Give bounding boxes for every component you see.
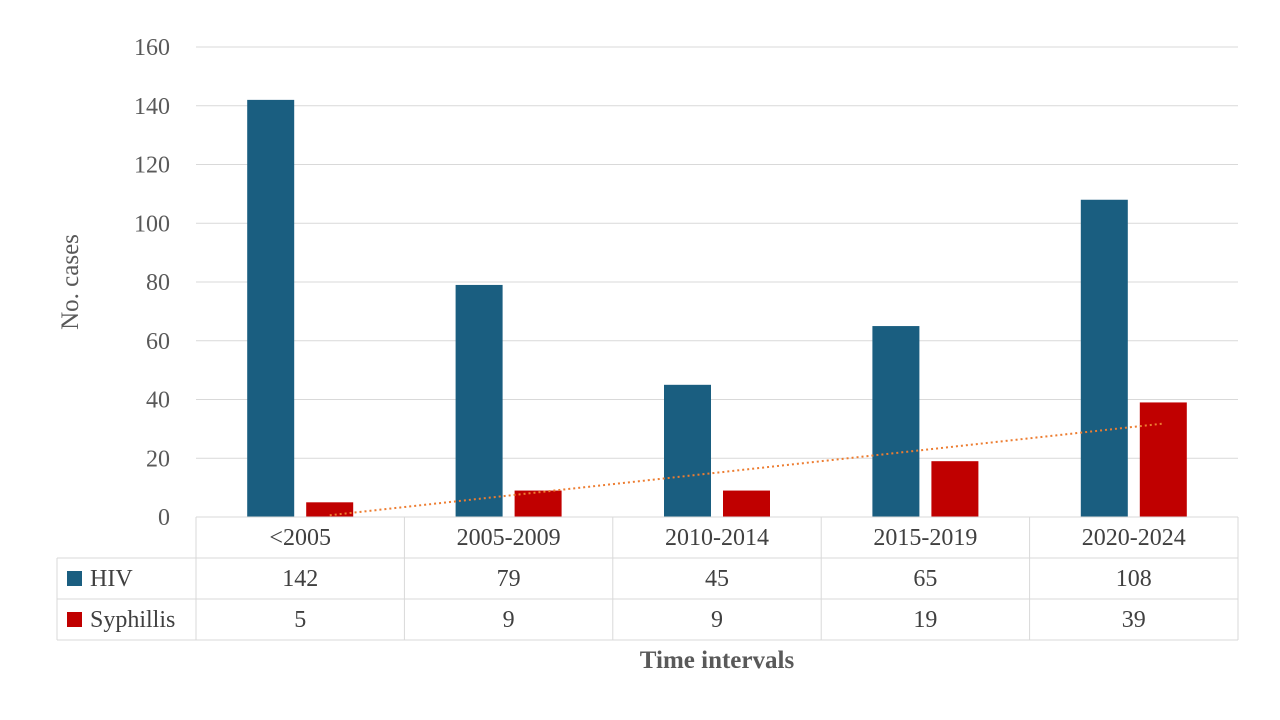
- data-label: 39: [1122, 607, 1146, 633]
- y-axis-title: No. cases: [57, 234, 84, 330]
- y-tick-label: 20: [146, 446, 170, 472]
- bar-hiv-4: [1080, 199, 1128, 517]
- data-label: 142: [282, 566, 318, 592]
- bar-syphillis-2: [723, 490, 770, 517]
- bar-hiv-1: [455, 284, 503, 517]
- legend-swatch-hiv: [67, 571, 82, 586]
- y-tick-label: 0: [158, 505, 170, 531]
- bar-hiv-2: [664, 384, 711, 517]
- x-tick-label: 2010-2014: [665, 525, 769, 551]
- y-tick-label: 140: [134, 94, 170, 120]
- y-tick-label: 160: [134, 35, 170, 61]
- x-tick-label: 2005-2009: [457, 525, 561, 551]
- y-tick-label: 40: [146, 388, 170, 414]
- gridlines: [196, 46, 1238, 518]
- data-label: 45: [705, 566, 729, 592]
- y-tick-label: 120: [134, 153, 170, 179]
- bar-syphillis-1: [514, 490, 562, 517]
- x-tick-label: 2020-2024: [1082, 525, 1186, 551]
- data-label: 65: [913, 566, 937, 592]
- bar-hiv-3: [872, 326, 920, 517]
- legend-swatch-syphillis: [67, 612, 82, 627]
- data-label: 9: [711, 607, 723, 633]
- legend-label: HIV: [90, 566, 133, 592]
- y-tick-label: 80: [146, 270, 170, 296]
- y-tick-label: 60: [146, 329, 170, 355]
- y-axis-ticks: 0 20 40 60 80 100 120 140 160: [134, 35, 170, 531]
- x-tick-label: 2015-2019: [873, 525, 977, 551]
- x-axis-title: Time intervals: [640, 647, 795, 674]
- data-label: 79: [497, 566, 521, 592]
- data-label: 9: [503, 607, 515, 633]
- bars: [247, 99, 1187, 517]
- bar-syphillis-3: [931, 461, 979, 517]
- x-tick-label: <2005: [269, 525, 331, 551]
- y-tick-label: 100: [134, 211, 170, 237]
- data-table: <2005 2005-2009 2010-2014 2015-2019 2020-202…: [56, 516, 1239, 641]
- data-label: 5: [294, 607, 306, 633]
- legend-label: Syphillis: [90, 607, 175, 633]
- bar-hiv-0: [247, 99, 295, 517]
- data-label: 19: [913, 607, 937, 633]
- bar-syphillis-4: [1139, 402, 1187, 517]
- data-label: 108: [1116, 566, 1152, 592]
